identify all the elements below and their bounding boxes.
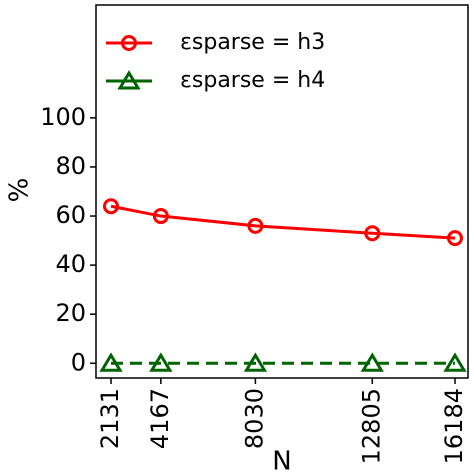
legend-marker (121, 35, 137, 51)
data-point (99, 352, 123, 372)
x-tick-label: 4167 (146, 388, 174, 449)
x-tick-label: 12805 (357, 388, 385, 464)
y-tick-label: 80 (55, 152, 86, 180)
x-tick-label: 16184 (440, 388, 468, 464)
y-axis-label: % (5, 178, 35, 203)
x-axis-label: N (272, 447, 291, 474)
series-line (110, 204, 456, 240)
y-tick-label: 100 (40, 103, 86, 131)
data-point (149, 352, 173, 372)
legend-marker (117, 70, 141, 90)
y-tick-label: 20 (55, 299, 86, 327)
plot-frame (95, 4, 469, 379)
data-point (360, 352, 384, 372)
data-point (247, 217, 264, 234)
data-point (447, 230, 464, 247)
data-point (243, 352, 268, 372)
y-tick-label: 60 (55, 201, 86, 229)
data-point (152, 208, 169, 225)
legend-label: εsparse = h3 (180, 30, 325, 55)
data-point (103, 198, 120, 215)
x-tick-label: 2131 (96, 388, 124, 449)
y-tick-label: 40 (55, 250, 86, 278)
y-tick-label: 0 (71, 348, 86, 376)
legend-label: εsparse = h4 (180, 68, 325, 93)
x-tick-label: 8030 (240, 388, 268, 449)
data-point (364, 225, 381, 242)
data-point (443, 352, 467, 372)
